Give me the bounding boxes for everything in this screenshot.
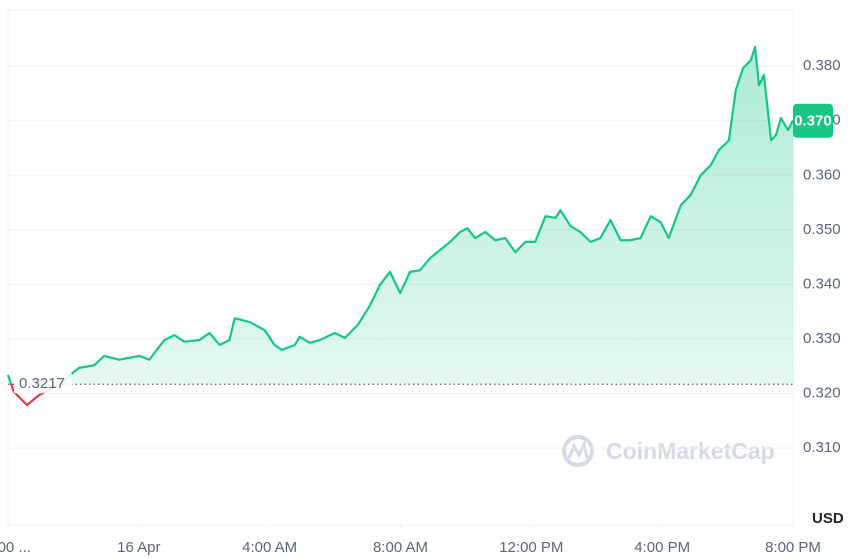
baseline-label-bg: [14, 373, 72, 394]
watermark-text: CoinMarketCap: [606, 438, 775, 464]
price-tag: [793, 103, 833, 138]
watermark-logo: [562, 435, 594, 467]
y-tick-label: 0.330: [803, 330, 841, 347]
x-tick-label: 4:00 PM: [634, 539, 690, 556]
x-tick-label: 12:00 PM: [499, 539, 563, 556]
y-tick-label: 0.310: [803, 439, 841, 456]
price-area: [8, 47, 793, 385]
price-tag-label: 0.370: [794, 113, 832, 130]
x-tick-label: 8:00 AM: [373, 539, 428, 556]
y-tick-label: 0.360: [803, 166, 841, 183]
y-tick-label: 0.350: [803, 221, 841, 238]
x-tick-label: 4:00 AM: [242, 539, 297, 556]
y-tick-label: 0.380: [803, 57, 841, 74]
x-tick-label: 16 Apr: [117, 539, 160, 556]
currency-label: USD: [812, 510, 844, 527]
y-tick-label: 0.320: [803, 384, 841, 401]
y-tick-label: 0.340: [803, 275, 841, 292]
x-tick-label: 8:00 ...: [0, 539, 31, 556]
baseline-label: 0.3217: [19, 375, 65, 392]
watermark: CoinMarketCap: [562, 435, 775, 467]
price-line: [6, 46, 794, 407]
watermark-logo-mark: [567, 439, 589, 459]
x-tick-label: 8:00 PM: [765, 539, 821, 556]
